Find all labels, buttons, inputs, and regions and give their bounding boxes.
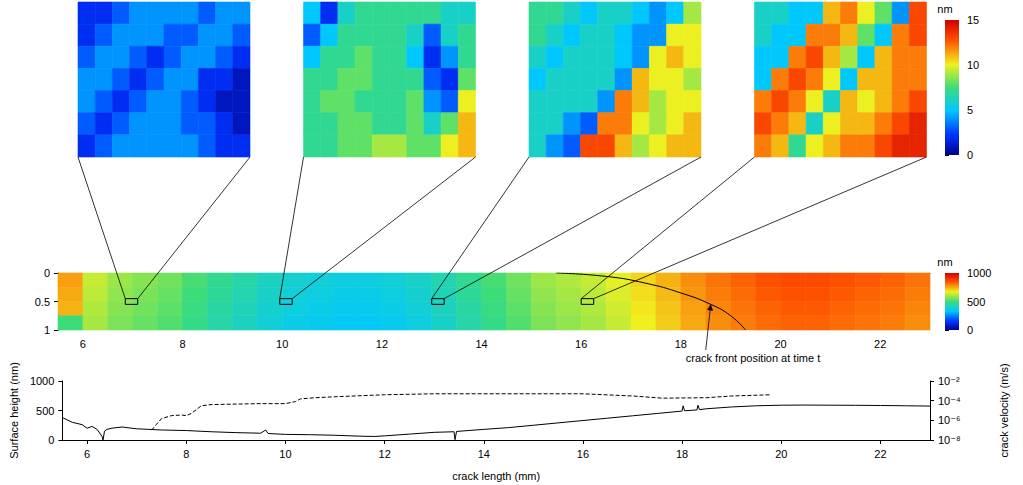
svg-text:1000: 1000 bbox=[967, 267, 991, 279]
svg-text:22: 22 bbox=[874, 338, 886, 350]
svg-text:20: 20 bbox=[774, 338, 786, 350]
svg-text:18: 18 bbox=[676, 448, 688, 460]
svg-text:14: 14 bbox=[475, 338, 487, 350]
svg-text:6: 6 bbox=[84, 448, 90, 460]
svg-text:20: 20 bbox=[775, 448, 787, 460]
svg-text:15: 15 bbox=[967, 14, 979, 26]
svg-text:12: 12 bbox=[376, 338, 388, 350]
svg-text:0.5: 0.5 bbox=[35, 296, 50, 308]
svg-text:0: 0 bbox=[967, 324, 973, 336]
svg-text:6: 6 bbox=[80, 338, 86, 350]
svg-text:Surface height (nm): Surface height (nm) bbox=[8, 362, 20, 459]
svg-text:5: 5 bbox=[967, 104, 973, 116]
svg-text:0: 0 bbox=[967, 149, 973, 161]
svg-text:crack front position at time t: crack front position at time t bbox=[686, 352, 821, 364]
svg-text:crack length (mm): crack length (mm) bbox=[452, 470, 540, 482]
svg-text:10⁻⁸: 10⁻⁸ bbox=[938, 434, 961, 446]
svg-text:500: 500 bbox=[36, 405, 54, 417]
svg-text:14: 14 bbox=[478, 448, 490, 460]
svg-text:8: 8 bbox=[183, 448, 189, 460]
svg-text:0: 0 bbox=[44, 267, 50, 279]
svg-text:12: 12 bbox=[379, 448, 391, 460]
svg-text:18: 18 bbox=[675, 338, 687, 350]
svg-text:10: 10 bbox=[276, 338, 288, 350]
svg-text:nm: nm bbox=[937, 3, 952, 15]
svg-text:1000: 1000 bbox=[30, 375, 54, 387]
svg-text:10⁻²: 10⁻² bbox=[938, 375, 960, 387]
svg-text:1: 1 bbox=[44, 324, 50, 336]
svg-text:10: 10 bbox=[967, 59, 979, 71]
svg-text:10: 10 bbox=[279, 448, 291, 460]
svg-text:10⁻⁴: 10⁻⁴ bbox=[938, 395, 961, 407]
svg-text:16: 16 bbox=[575, 338, 587, 350]
svg-text:22: 22 bbox=[874, 448, 886, 460]
svg-text:10⁻⁶: 10⁻⁶ bbox=[938, 414, 961, 426]
svg-text:crack velocity (m/s): crack velocity (m/s) bbox=[998, 363, 1010, 457]
svg-text:500: 500 bbox=[967, 296, 985, 308]
svg-text:8: 8 bbox=[180, 338, 186, 350]
svg-text:16: 16 bbox=[577, 448, 589, 460]
svg-text:nm: nm bbox=[937, 256, 952, 268]
svg-text:0: 0 bbox=[48, 434, 54, 446]
